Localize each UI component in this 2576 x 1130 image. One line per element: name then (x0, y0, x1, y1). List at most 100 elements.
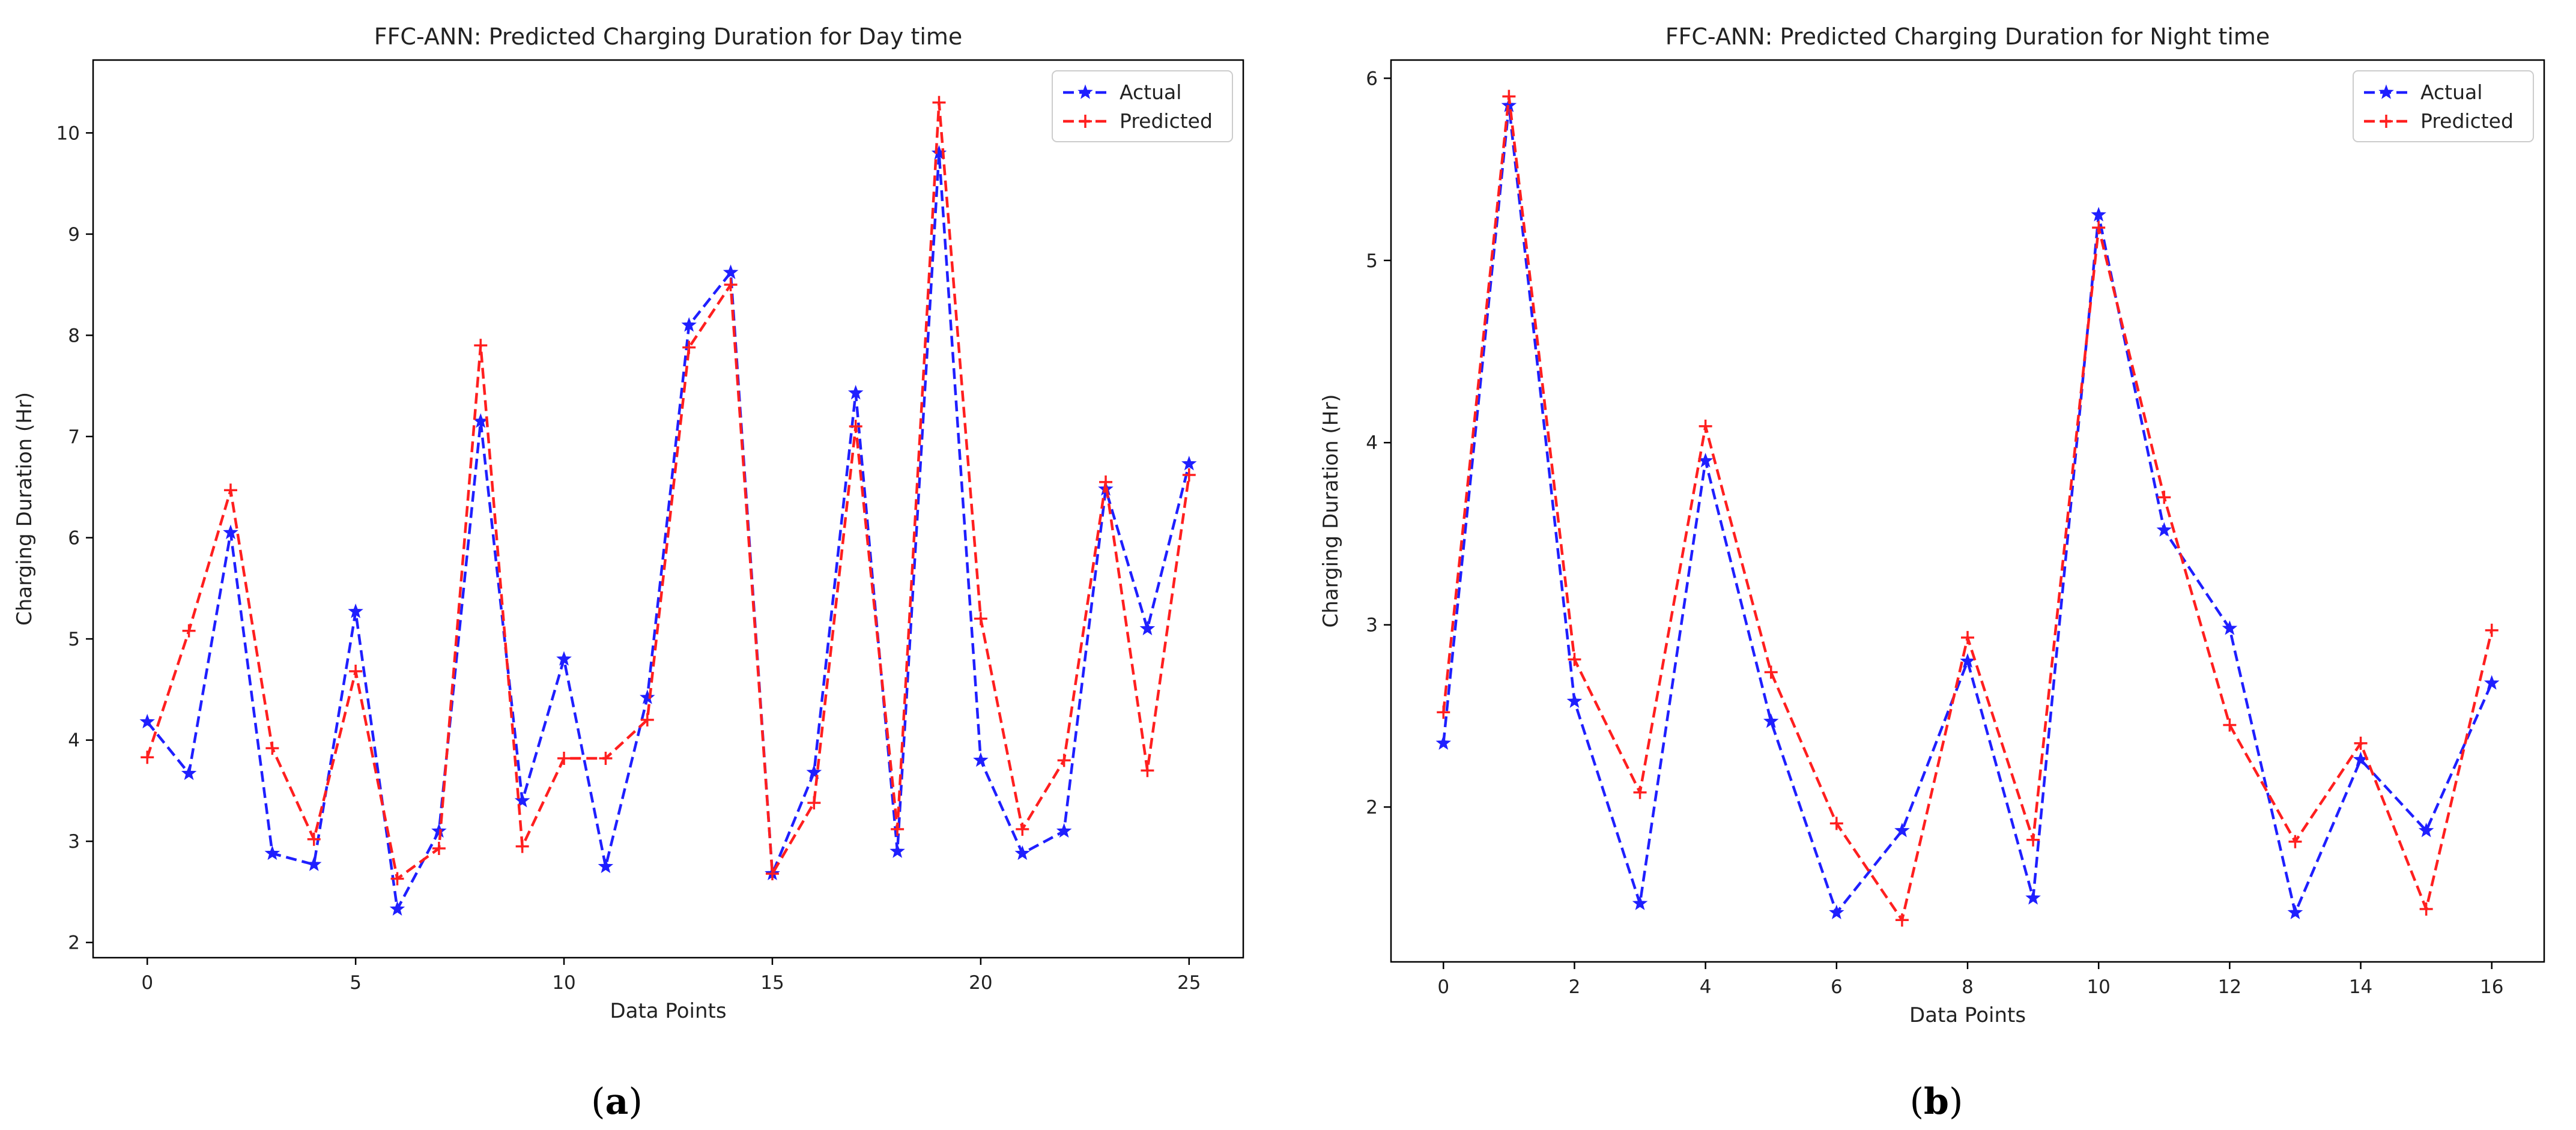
data-point-predicted (2288, 835, 2302, 848)
series-line-actual (146, 153, 1190, 914)
y-tick-label: 6 (68, 528, 80, 549)
data-point-predicted (557, 751, 571, 765)
x-tick-label: 4 (1700, 976, 1712, 998)
series-line-actual (1442, 105, 2493, 917)
y-tick-label: 2 (1366, 797, 1378, 818)
data-point-predicted (1961, 630, 1974, 644)
data-point-actual (348, 603, 363, 618)
legend-label-actual: Actual (2420, 80, 2482, 104)
x-tick-label: 25 (1177, 972, 1201, 994)
data-point-predicted (390, 872, 404, 886)
data-point-actual (1894, 823, 1910, 838)
data-point-predicted (932, 95, 946, 109)
data-point-actual (139, 713, 155, 729)
data-point-actual (1014, 845, 1031, 860)
data-point-predicted (974, 612, 987, 626)
panel-label: (b) (1910, 1081, 1963, 1123)
x-tick-label: 2 (1569, 976, 1581, 998)
data-point-predicted (1057, 754, 1071, 767)
data-point-predicted (1099, 475, 1113, 489)
data-point-predicted (1633, 785, 1647, 799)
data-point-actual (598, 858, 614, 874)
series-line-predicted (146, 102, 1191, 881)
data-point-actual (973, 752, 989, 767)
data-point-actual (723, 264, 739, 279)
data-point-actual (1829, 904, 1844, 919)
legend: Actual Predicted (2353, 70, 2534, 142)
data-point-actual (264, 845, 280, 860)
y-tick-label: 6 (1366, 68, 1378, 89)
y-tick-label: 9 (68, 224, 80, 246)
data-point-predicted (1568, 653, 1581, 666)
data-point-actual (806, 764, 822, 779)
data-point-predicted (1764, 665, 1778, 679)
data-point-actual (181, 765, 197, 781)
y-tick-label: 8 (68, 325, 80, 346)
data-point-actual (1632, 895, 1648, 910)
data-point-predicted (1502, 89, 1516, 103)
x-axis-label: Data Points (1909, 1003, 2026, 1027)
data-point-actual (2156, 522, 2172, 537)
y-tick-label: 5 (68, 629, 80, 650)
data-point-predicted (307, 832, 321, 846)
data-point-actual (2287, 904, 2303, 919)
data-point-predicted (1182, 468, 1196, 482)
panel-label: (a) (591, 1081, 643, 1123)
data-point-actual (1181, 456, 1197, 471)
chart-title: FFC-ANN: Predicted Charging Duration for… (1665, 23, 2270, 50)
y-axis-label: Charging Duration (Hr) (13, 392, 37, 626)
data-point-predicted (2157, 491, 2171, 504)
data-point-predicted (2026, 833, 2040, 847)
data-point-actual (1960, 653, 1975, 668)
data-point-predicted (2419, 902, 2433, 916)
legend-marker-actual (2378, 84, 2394, 99)
data-point-actual (556, 651, 572, 666)
data-point-predicted (1895, 913, 1909, 927)
data-point-predicted (349, 665, 363, 678)
data-point-actual (2418, 823, 2434, 838)
x-tick-label: 10 (552, 972, 575, 994)
data-point-predicted (807, 796, 821, 810)
data-point-actual (389, 901, 405, 916)
data-point-predicted (640, 713, 654, 727)
data-point-actual (1056, 823, 1072, 838)
legend-label-actual: Actual (1120, 80, 1181, 104)
x-tick-label: 6 (1831, 976, 1843, 998)
data-point-actual (1139, 620, 1156, 636)
y-tick-label: 4 (68, 730, 80, 752)
data-point-predicted (432, 841, 446, 855)
x-tick-label: 0 (141, 972, 153, 994)
data-point-actual (223, 524, 238, 539)
legend: Actual Predicted (1052, 70, 1233, 142)
x-tick-label: 15 (760, 972, 784, 994)
data-point-actual (2222, 620, 2238, 635)
x-axis-label: Data Points (610, 999, 726, 1023)
legend-label-predicted: Predicted (1120, 109, 1213, 133)
data-point-actual (681, 317, 697, 332)
data-point-predicted (474, 339, 488, 352)
legend-marker-predicted (1079, 115, 1092, 128)
data-point-predicted (2092, 221, 2106, 235)
x-tick-label: 12 (2218, 976, 2241, 998)
data-point-actual (1763, 713, 1779, 728)
data-point-actual (306, 856, 322, 871)
data-point-predicted (682, 340, 696, 354)
x-tick-label: 20 (969, 972, 992, 994)
data-point-actual (2091, 207, 2106, 222)
data-point-predicted (515, 839, 529, 853)
legend-marker-predicted (2380, 115, 2393, 128)
y-tick-label: 10 (56, 122, 80, 144)
x-tick-label: 0 (1437, 976, 1449, 998)
data-point-predicted (2223, 718, 2237, 732)
y-tick-label: 3 (1366, 615, 1378, 636)
x-tick-label: 16 (2480, 976, 2503, 998)
chart-title: FFC-ANN: Predicted Charging Duration for… (374, 23, 963, 50)
legend-box (1052, 70, 1233, 142)
data-point-actual (2484, 675, 2500, 690)
data-point-predicted (765, 867, 779, 881)
data-point-actual (640, 689, 655, 704)
data-point-predicted (849, 420, 862, 434)
data-point-predicted (265, 742, 279, 755)
data-point-predicted (1829, 817, 1843, 830)
y-tick-label: 2 (68, 932, 80, 954)
